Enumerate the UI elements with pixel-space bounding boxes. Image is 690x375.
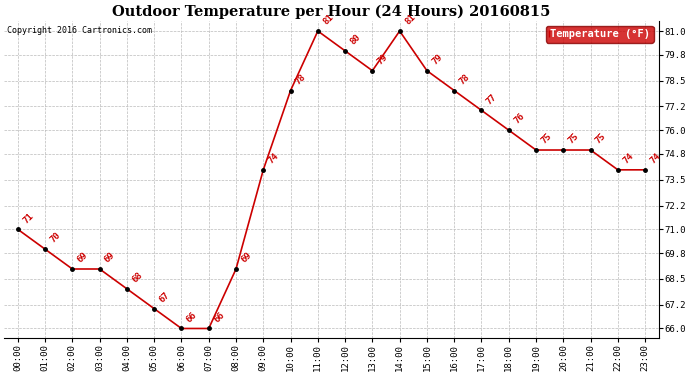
Text: 79: 79 (375, 53, 390, 66)
Text: 80: 80 (348, 33, 362, 46)
Text: 81: 81 (321, 13, 335, 27)
Text: 69: 69 (239, 251, 253, 265)
Text: 68: 68 (130, 270, 144, 285)
Text: 76: 76 (512, 112, 526, 126)
Text: 69: 69 (76, 251, 90, 265)
Text: 67: 67 (157, 290, 171, 304)
Text: 66: 66 (212, 310, 226, 324)
Legend: Temperature (°F): Temperature (°F) (546, 26, 653, 43)
Text: 74: 74 (621, 152, 635, 165)
Text: 78: 78 (294, 72, 308, 86)
Text: 71: 71 (21, 211, 35, 225)
Text: Copyright 2016 Cartronics.com: Copyright 2016 Cartronics.com (8, 26, 152, 35)
Text: 79: 79 (430, 53, 444, 66)
Title: Outdoor Temperature per Hour (24 Hours) 20160815: Outdoor Temperature per Hour (24 Hours) … (112, 4, 551, 18)
Text: 75: 75 (566, 132, 580, 146)
Text: 70: 70 (48, 231, 62, 245)
Text: 66: 66 (185, 310, 199, 324)
Text: 75: 75 (540, 132, 553, 146)
Text: 78: 78 (457, 72, 471, 86)
Text: 69: 69 (103, 251, 117, 265)
Text: 77: 77 (485, 92, 499, 106)
Text: 75: 75 (594, 132, 608, 146)
Text: 74: 74 (649, 152, 662, 165)
Text: 74: 74 (266, 152, 281, 165)
Text: 81: 81 (403, 13, 417, 27)
